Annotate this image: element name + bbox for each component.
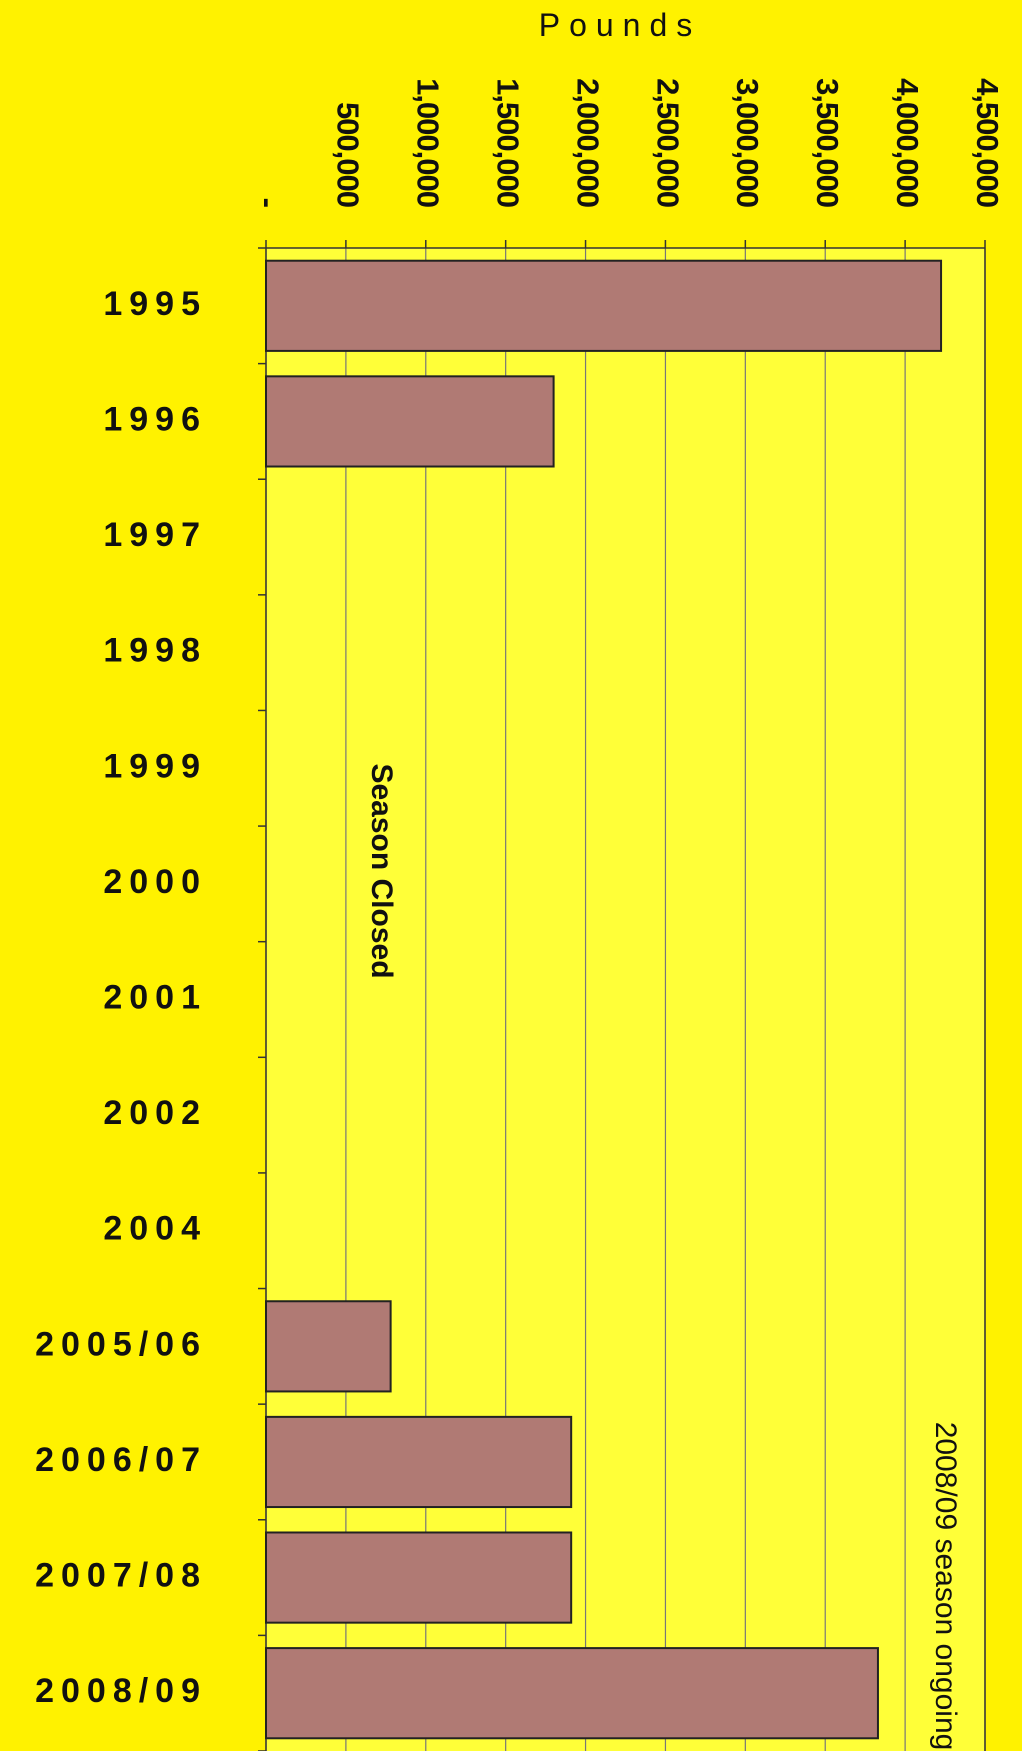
y-tick-label: 2005/06 <box>35 1325 207 1363</box>
y-tick-label: 2007/08 <box>35 1557 207 1595</box>
bar <box>265 259 943 352</box>
annotation: 2008/09 season ongoing <box>929 1422 962 1751</box>
x-tick-label: 1,500,000 <box>490 78 525 207</box>
bar <box>265 1647 879 1740</box>
y-tick-label: 1997 <box>103 516 207 554</box>
y-tick-label: 2000 <box>103 863 207 901</box>
x-tick-label: - <box>251 198 286 208</box>
x-tick-label: 3,500,000 <box>810 78 845 207</box>
axis-title: Pounds <box>539 7 702 43</box>
y-tick-label: 1999 <box>103 747 207 785</box>
x-tick-label: 2,500,000 <box>650 78 685 207</box>
y-tick-label: 1998 <box>103 632 207 670</box>
y-tick-label: 2008/09 <box>35 1672 207 1710</box>
plot-area <box>266 248 985 1751</box>
y-tick-label: 2002 <box>103 1094 207 1132</box>
x-tick-label: 2,000,000 <box>570 78 605 207</box>
y-tick-label: 2006/07 <box>35 1441 207 1479</box>
bar <box>265 1531 573 1624</box>
bar <box>265 1415 573 1509</box>
annotation: Season Closed <box>365 763 398 978</box>
bar <box>265 1300 392 1393</box>
y-tick-label: 1995 <box>103 285 207 323</box>
y-tick-label: 1996 <box>103 400 207 438</box>
y-tick-label: 2001 <box>103 978 207 1016</box>
x-tick-label: 4,500,000 <box>970 78 1005 207</box>
x-tick-label: 500,000 <box>331 102 366 207</box>
x-tick-label: 1,000,000 <box>411 78 446 207</box>
bar <box>265 375 555 468</box>
y-tick-label: 2004 <box>103 1210 207 1248</box>
x-tick-label: 4,000,000 <box>890 78 925 207</box>
x-tick-label: 3,000,000 <box>730 78 765 207</box>
